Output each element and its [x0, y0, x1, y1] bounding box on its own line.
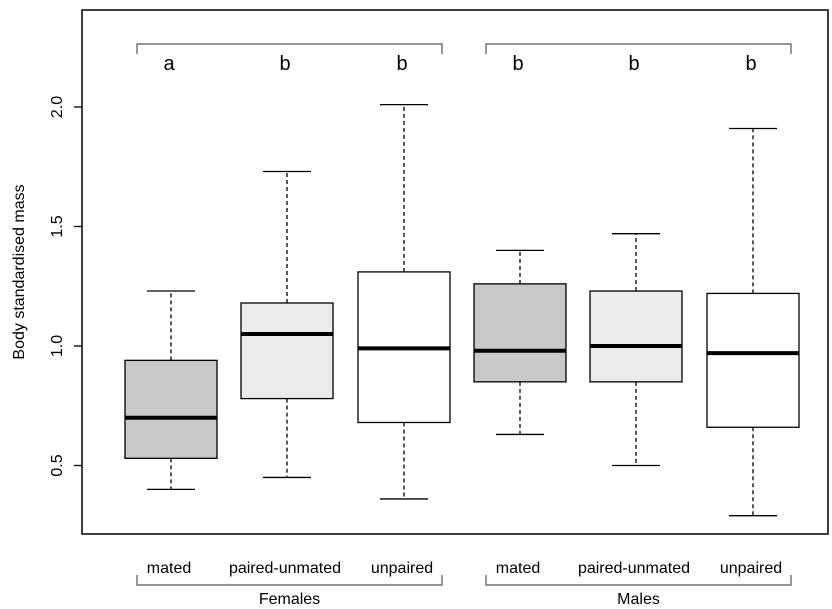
iqr-box [124, 359, 218, 459]
y-axis-title: Body standardised mass [11, 184, 28, 359]
box-2 [357, 103, 451, 500]
significance-bracket-1 [485, 43, 792, 54]
y-axis: 0.5 1.0 1.5 2.0 [49, 96, 82, 477]
x-category-label: paired-unmated [229, 560, 341, 577]
box-0 [124, 290, 218, 491]
x-category-label: mated [496, 560, 540, 577]
group-bracket-1 [485, 575, 792, 586]
x-category-label: unpaired [371, 560, 433, 577]
box-5 [706, 127, 800, 517]
x-category-label: paired-unmated [578, 560, 690, 577]
iqr-box [240, 302, 334, 400]
y-tick-label: 1.0 [49, 335, 66, 357]
boxes [124, 103, 800, 517]
group-brackets: Females Males [136, 575, 792, 608]
iqr-box [706, 292, 800, 428]
significance-letter: b [628, 53, 639, 75]
box-4 [589, 233, 683, 467]
significance-letter: b [396, 53, 407, 75]
group-label: Females [259, 591, 320, 608]
plot-frame [81, 9, 829, 535]
significance-letter: b [745, 53, 756, 75]
box-3 [473, 249, 567, 436]
y-tick-label: 0.5 [49, 454, 66, 476]
iqr-box [589, 290, 683, 383]
x-category-label: unpaired [720, 560, 782, 577]
significance-letter: a [163, 53, 175, 75]
y-tick-label: 2.0 [49, 96, 66, 118]
group-label: Males [617, 591, 660, 608]
significance-letter: b [512, 53, 523, 75]
x-category-label: mated [147, 560, 191, 577]
group-bracket-0 [136, 575, 443, 586]
x-category-labels: mated paired-unmated unpaired mated paired-u… [147, 560, 782, 577]
iqr-box [473, 283, 567, 383]
y-tick-label: 1.5 [49, 215, 66, 237]
box-1 [240, 170, 334, 479]
significance-letter: b [279, 53, 290, 75]
significance-bracket-0 [136, 43, 443, 54]
significance-brackets [136, 43, 792, 54]
